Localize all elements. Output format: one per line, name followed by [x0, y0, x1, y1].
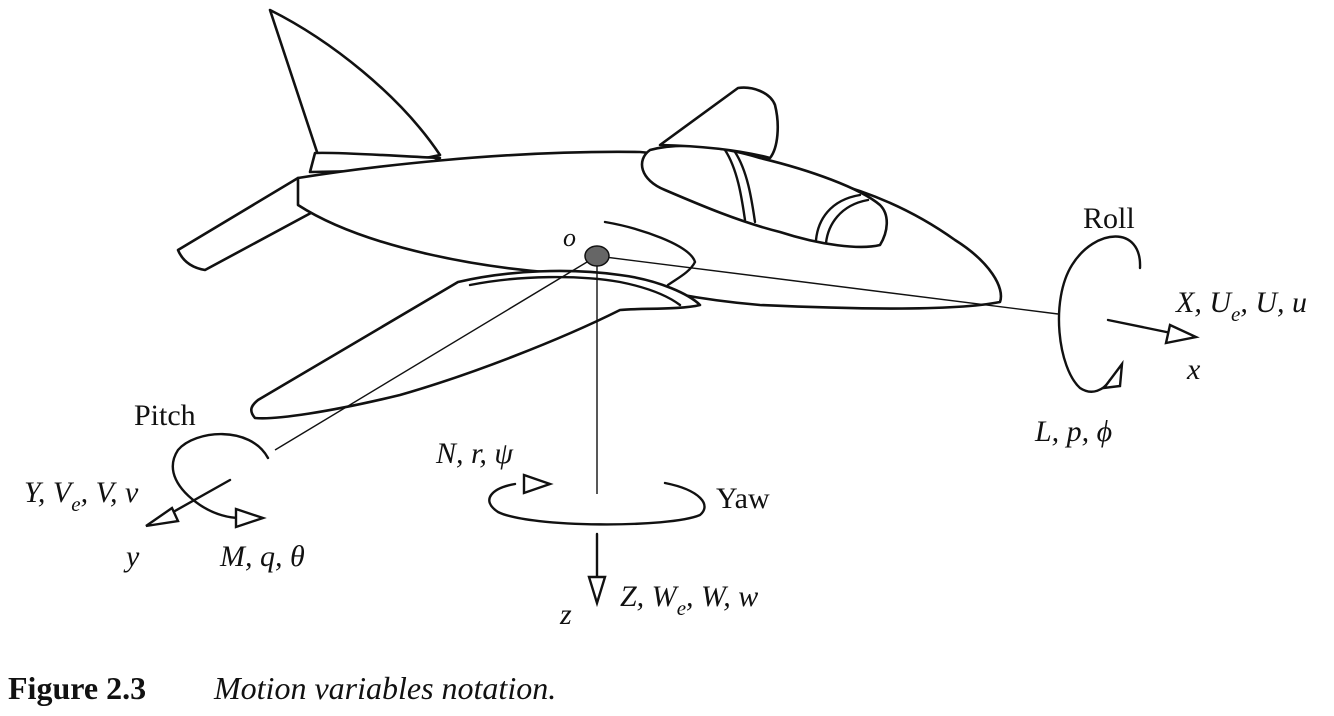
- spine-fairing: [658, 86, 780, 160]
- yaw-label: Yaw: [716, 482, 770, 515]
- figure-number: Figure 2.3: [8, 670, 146, 706]
- x-vars-rest: , U, u: [1240, 286, 1307, 319]
- z-vars-subscript: e: [677, 596, 686, 620]
- yaw-moment-label: N, r, ψ: [435, 437, 514, 470]
- z-axis-label: z: [559, 598, 572, 631]
- pitch-arc: [171, 432, 270, 520]
- y-axis-line: [274, 255, 598, 451]
- roll-label: Roll: [1083, 202, 1135, 235]
- x-axis-line: [596, 255, 1059, 315]
- y-axis-label: y: [123, 540, 140, 573]
- horizontal-stabilizer: [176, 176, 337, 272]
- y-axis-arrowhead-icon: [145, 506, 180, 528]
- yaw-arrowhead-icon: [522, 473, 554, 495]
- z-vars-main: Z, W: [620, 580, 680, 613]
- yaw-arc: [488, 481, 706, 526]
- y-vars-main: Y, V: [24, 476, 75, 509]
- center-of-gravity-marker: [584, 245, 610, 267]
- y-force-velocity-label: Y, Ve, V, v: [24, 476, 139, 516]
- z-axis-arrowhead-icon: [587, 575, 607, 608]
- roll-arc: [1057, 235, 1142, 393]
- roll-moment-label: L, p, ϕ: [1034, 415, 1112, 448]
- pitch-label: Pitch: [134, 399, 196, 432]
- x-vars-main: X, U: [1175, 286, 1233, 319]
- roll-rotation: [1057, 235, 1200, 393]
- roll-arrowhead-icon: [1101, 359, 1124, 390]
- yaw-rotation: [488, 473, 706, 608]
- pitch-arrowhead-icon: [234, 507, 267, 529]
- y-vars-subscript: e: [71, 492, 80, 516]
- y-axis-arrow-shaft: [164, 478, 232, 518]
- x-vars-subscript: e: [1231, 302, 1240, 326]
- wing: [250, 269, 702, 420]
- vertical-fin: [268, 8, 442, 167]
- x-axis-label: x: [1186, 353, 1201, 386]
- pitch-rotation: [145, 432, 270, 529]
- z-force-velocity-label: Z, We, W, w: [620, 580, 758, 620]
- x-force-velocity-label: X, Ue, U, u: [1175, 286, 1307, 326]
- y-vars-rest: , V, v: [81, 476, 139, 509]
- canopy: [640, 144, 889, 249]
- x-axis-arrow-shaft: [1106, 318, 1178, 336]
- origin-label: o: [563, 223, 576, 252]
- aircraft-drawing: [176, 8, 1003, 420]
- pitch-moment-label: M, q, θ: [219, 540, 305, 573]
- z-vars-rest: , W, w: [686, 580, 758, 613]
- wing-root-fairing: [468, 275, 682, 307]
- figure-caption: Motion variables notation.: [213, 670, 556, 706]
- canopy-frame-3: [814, 193, 862, 242]
- axis-lines: [274, 255, 1059, 494]
- canopy-frame-4: [824, 198, 870, 245]
- air-intake: [603, 220, 697, 287]
- canopy-frame-2: [733, 150, 757, 224]
- canopy-frame-1: [723, 148, 747, 222]
- x-axis-arrowhead-icon: [1164, 323, 1200, 345]
